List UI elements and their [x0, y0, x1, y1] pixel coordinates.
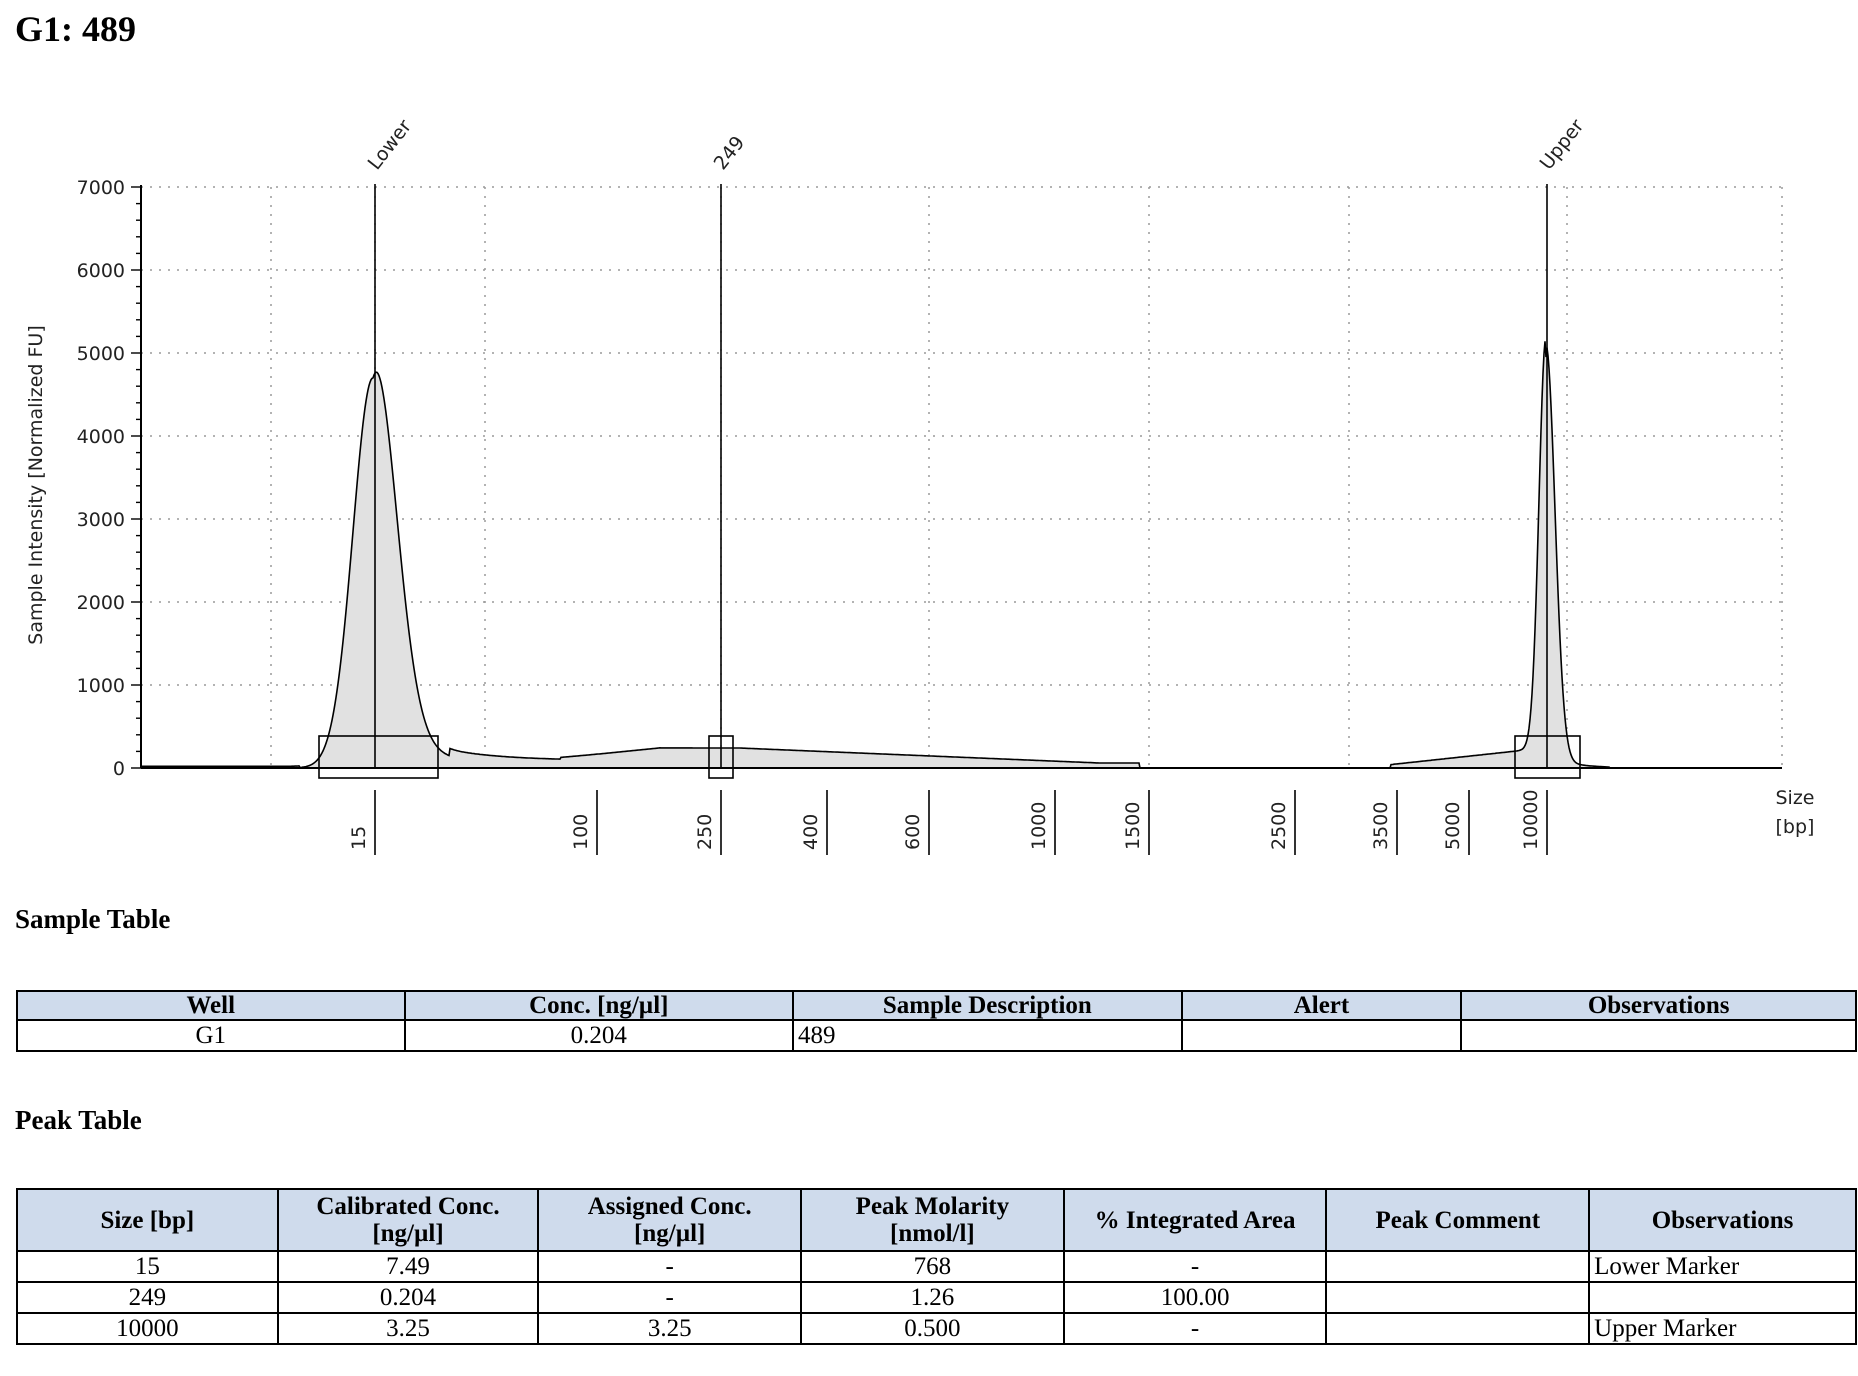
cell-peak-comment [1325, 1281, 1591, 1314]
x-tick-label: 5000 [1442, 802, 1464, 850]
col-size: Size [bp] [16, 1188, 279, 1252]
peak-integration-bracket [1514, 735, 1581, 779]
x-tick-label: 100 [570, 814, 592, 850]
col-calibrated-conc: Calibrated Conc. [ng/µl] [276, 1188, 540, 1252]
x-tick-label: 10000 [1520, 790, 1542, 850]
cell-integrated-area: - [1062, 1250, 1328, 1283]
cell-observations: Lower Marker [1588, 1250, 1857, 1283]
cell-calibrated-conc: 3.25 [276, 1312, 540, 1345]
col-conc: Conc. [ng/µl] [403, 990, 795, 1021]
cell-assigned-conc: 3.25 [537, 1312, 803, 1345]
table-row: G1 0.204 489 [16, 1019, 1857, 1052]
col-observations-line1: Observations [1651, 1206, 1794, 1234]
col-observations: Observations [1460, 990, 1857, 1021]
col-assigned-conc-line2: [ng/µl] [634, 1220, 706, 1247]
peak-table-title: Peak Table [15, 1105, 142, 1135]
col-integrated-area-line1: % Integrated Area [1094, 1206, 1296, 1234]
peak-label: Lower [364, 116, 416, 175]
cell-peak-molarity: 0.500 [800, 1312, 1065, 1345]
axes [131, 185, 1782, 769]
grid [141, 186, 1783, 768]
peak-integration-bracket [318, 735, 439, 779]
peak-label: 249 [710, 132, 750, 174]
cell-observations [1588, 1281, 1857, 1314]
peak-integration-bracket [708, 735, 734, 779]
col-peak-molarity-line1: Peak Molarity [855, 1193, 1010, 1220]
col-calibrated-conc-line2: [ng/µl] [372, 1220, 444, 1247]
y-tick-label: 1000 [77, 675, 125, 697]
cell-calibrated-conc: 0.204 [276, 1281, 540, 1314]
trace-line [141, 341, 1782, 769]
col-assigned-conc: Assigned Conc. [ng/µl] [537, 1188, 803, 1252]
page-title: G1: 489 [15, 9, 136, 49]
cell-observations: Upper Marker [1588, 1312, 1857, 1345]
x-tick-label: 3500 [1370, 802, 1392, 850]
col-calibrated-conc-line1: Calibrated Conc. [316, 1193, 500, 1220]
col-size-line1: Size [bp] [100, 1206, 195, 1234]
trace-area [141, 341, 1782, 768]
col-observations: Observations [1588, 1188, 1857, 1252]
peak-label: Upper [1536, 115, 1589, 174]
col-integrated-area: % Integrated Area [1062, 1188, 1328, 1252]
col-alert: Alert [1180, 990, 1463, 1021]
x-axis-ticks: 15 100 250 400 600 1000 1500 2500 3500 5000 10000 [348, 790, 1548, 855]
electropherogram-chart: 0 1000 2000 3000 4000 5000 6000 7000 15 100 250 40… [25, 115, 1815, 855]
y-tick-label: 5000 [77, 343, 125, 365]
y-tick-label: 2000 [77, 592, 125, 614]
y-tick-label: 6000 [77, 260, 125, 282]
x-tick-label: 15 [348, 826, 370, 850]
y-tick-label: 0 [113, 758, 125, 780]
sample-table: Well Conc. [ng/µl] Sample Description Al… [16, 990, 1857, 1052]
col-peak-molarity-line2: [nmol/l] [890, 1220, 975, 1247]
x-tick-label: 600 [902, 814, 924, 850]
col-well: Well [16, 990, 406, 1021]
cell-size: 249 [16, 1281, 279, 1314]
table-row: 10000 3.25 3.25 0.500 - Upper Marker [16, 1312, 1857, 1345]
cell-integrated-area: - [1062, 1312, 1328, 1345]
col-peak-comment-line1: Peak Comment [1375, 1206, 1541, 1234]
cell-size: 10000 [16, 1312, 279, 1345]
cell-conc: 0.204 [403, 1019, 795, 1052]
peak-table: Size [bp] Calibrated Conc. [ng/µl] Assig… [16, 1188, 1857, 1345]
x-axis-label-size: Size [1775, 787, 1814, 809]
cell-peak-comment [1325, 1250, 1591, 1283]
cell-assigned-conc: - [537, 1250, 803, 1283]
col-peak-comment: Peak Comment [1325, 1188, 1591, 1252]
cell-size: 15 [16, 1250, 279, 1283]
cell-observations [1460, 1019, 1857, 1052]
x-tick-label: 2500 [1268, 802, 1290, 850]
peak-markers: Lower 249 Upper [318, 115, 1589, 779]
cell-sample-description: 489 [792, 1019, 1183, 1052]
x-tick-label: 1500 [1122, 802, 1144, 850]
x-tick-label: 400 [800, 814, 822, 850]
x-tick-label: 1000 [1028, 802, 1050, 850]
x-tick-label: 250 [694, 814, 716, 850]
cell-integrated-area: 100.00 [1062, 1281, 1328, 1314]
cell-peak-molarity: 768 [800, 1250, 1065, 1283]
cell-calibrated-conc: 7.49 [276, 1250, 540, 1283]
cell-well: G1 [16, 1019, 406, 1052]
col-sample-description: Sample Description [792, 990, 1183, 1021]
cell-alert [1180, 1019, 1463, 1052]
y-tick-label: 4000 [77, 426, 125, 448]
y-axis-label: Sample Intensity [Normalized FU] [25, 325, 47, 644]
sample-table-title: Sample Table [15, 904, 171, 934]
y-tick-label: 3000 [77, 509, 125, 531]
x-axis-label-unit: [bp] [1776, 816, 1815, 838]
table-row: 15 7.49 - 768 - Lower Marker [16, 1250, 1857, 1283]
y-tick-label: 7000 [77, 177, 125, 199]
col-assigned-conc-line1: Assigned Conc. [587, 1193, 752, 1220]
cell-peak-molarity: 1.26 [800, 1281, 1065, 1314]
cell-peak-comment [1325, 1312, 1591, 1345]
table-row: 249 0.204 - 1.26 100.00 [16, 1281, 1857, 1314]
y-axis-ticks: 0 1000 2000 3000 4000 5000 6000 7000 [77, 177, 125, 780]
col-peak-molarity: Peak Molarity [nmol/l] [800, 1188, 1065, 1252]
cell-assigned-conc: - [537, 1281, 803, 1314]
